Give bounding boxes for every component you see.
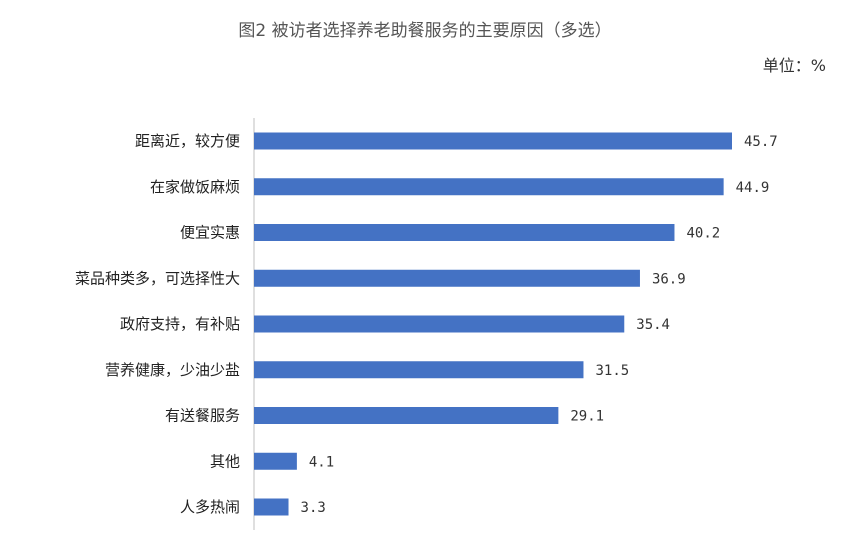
chart-title: 图2 被访者选择养老助餐服务的主要原因（多选） [238, 21, 611, 41]
value-label: 45.7 [744, 134, 778, 150]
bar [254, 132, 732, 150]
category-label: 其他 [210, 452, 240, 470]
category-label: 菜品种类多，可选择性大 [75, 269, 240, 287]
category-label: 便宜实惠 [180, 224, 240, 242]
bar [254, 224, 675, 241]
value-label: 4.1 [309, 454, 334, 470]
bar [254, 407, 559, 424]
bar [254, 361, 584, 379]
category-label: 政府支持，有补贴 [120, 315, 240, 333]
value-label: 35.4 [636, 317, 670, 333]
bar [254, 178, 724, 196]
bar [254, 269, 640, 287]
value-label: 44.9 [736, 180, 770, 196]
bars-group: 距离近，较方便 45.7 在家做饭麻烦 44.9 便宜实惠 40.2 菜品种类多，可选择性大… [75, 132, 778, 516]
category-label: 营养健康，少油少盐 [105, 361, 240, 379]
category-label: 距离近，较方便 [135, 132, 240, 150]
value-label: 31.5 [595, 363, 629, 379]
value-label: 29.1 [570, 409, 604, 425]
category-label: 人多热闹 [180, 498, 240, 516]
unit-label: 单位：% [763, 56, 826, 75]
bar [254, 315, 625, 333]
bar [254, 498, 289, 516]
value-label: 40.2 [686, 226, 720, 242]
bar [254, 452, 297, 470]
category-label: 有送餐服务 [165, 407, 240, 425]
value-label: 36.9 [652, 271, 686, 287]
value-label: 3.3 [301, 500, 326, 516]
category-label: 在家做饭麻烦 [150, 178, 240, 196]
